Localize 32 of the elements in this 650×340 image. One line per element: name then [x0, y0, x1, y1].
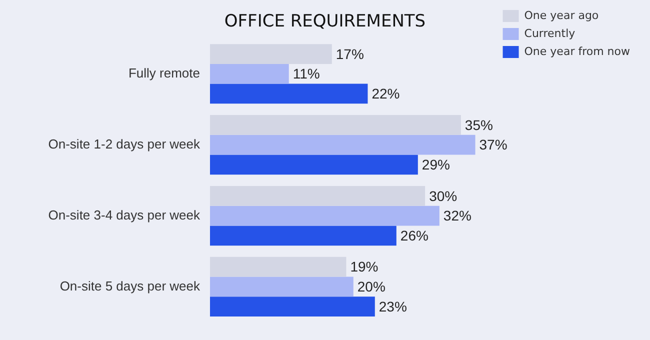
bar [210, 44, 332, 64]
bar [210, 256, 346, 277]
y-tick-label: On-site 3-4 days per week [48, 207, 200, 222]
bar [210, 186, 426, 206]
data-label: 22% [372, 86, 400, 102]
data-label: 30% [429, 188, 458, 204]
y-tick-label: On-site 1-2 days per week [48, 136, 200, 152]
bar [210, 276, 354, 297]
legend-label: One year from now [524, 44, 630, 58]
bar [210, 134, 476, 155]
data-label: 29% [422, 156, 450, 173]
data-label: 19% [350, 258, 378, 275]
data-label: 35% [464, 116, 493, 133]
y-tick-label: Fully remote [128, 65, 200, 80]
y-tick-label: On-site 5 days per week [60, 278, 200, 294]
legend-label: One year ago [524, 8, 599, 22]
bar [210, 154, 418, 175]
bar [210, 84, 368, 104]
legend-label: Currently [524, 26, 576, 40]
chart-title: OFFICE REQUIREMENTS [224, 12, 426, 32]
data-label: 37% [479, 136, 508, 153]
bar [210, 296, 375, 317]
bar [210, 226, 396, 246]
data-label: 17% [336, 46, 364, 62]
data-label: 20% [357, 278, 386, 295]
data-label: 32% [443, 208, 472, 224]
bar [210, 115, 461, 135]
data-label: 23% [378, 298, 407, 314]
bar [210, 206, 440, 226]
data-label: 11% [292, 66, 320, 82]
data-label: 26% [400, 228, 428, 244]
bar [210, 64, 289, 84]
